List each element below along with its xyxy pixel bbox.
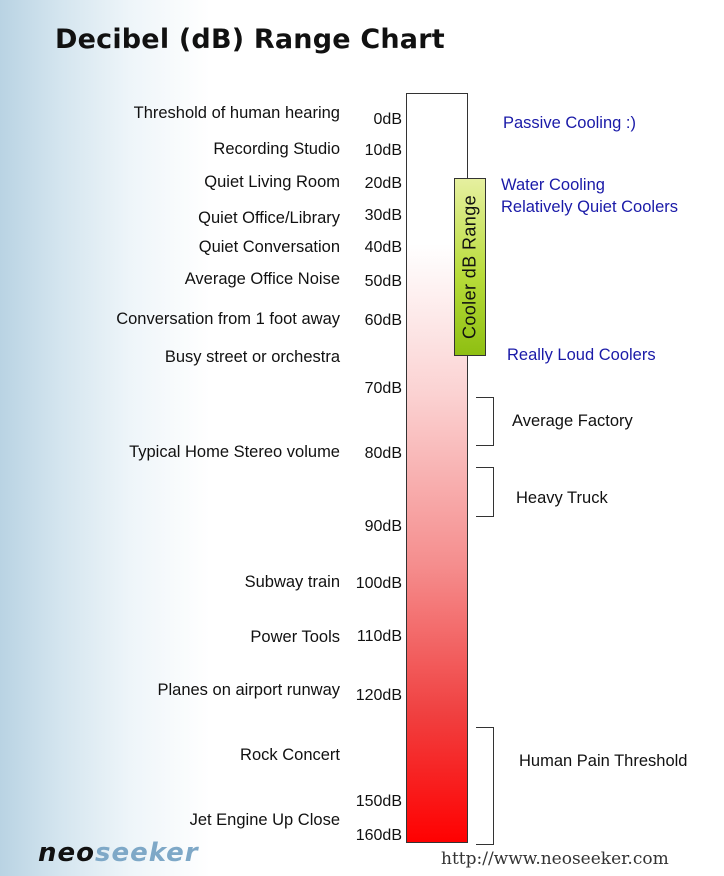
level-label: Threshold of human hearing [133, 104, 340, 122]
level-label: Quiet Living Room [204, 173, 340, 191]
db-value: 150dB [355, 793, 402, 810]
level-label: Average Office Noise [184, 270, 340, 288]
level-label: Busy street or orchestra [164, 348, 340, 366]
heavy-truck-label: Heavy Truck [516, 489, 608, 507]
level-label: Power Tools [250, 628, 340, 646]
level-label: Quiet Office/Library [198, 209, 340, 227]
db-value: 30dB [364, 207, 402, 224]
heavy-truck-bracket [476, 467, 494, 517]
level-label: Conversation from 1 foot away [116, 310, 340, 328]
level-label: Recording Studio [213, 140, 340, 158]
pain-threshold-bracket [476, 727, 494, 845]
level-label: Planes on airport runway [157, 681, 340, 699]
pain-threshold-label: Human Pain Threshold [519, 752, 688, 770]
level-label: Typical Home Stereo volume [129, 443, 340, 461]
cooler-range-label: Cooler dB Range [459, 194, 480, 340]
db-value: 100dB [355, 575, 402, 592]
cooler-range-box [454, 178, 486, 356]
quiet-coolers-label: Relatively Quiet Coolers [501, 198, 678, 216]
db-value: 10dB [364, 142, 402, 159]
db-value: 50dB [364, 273, 402, 290]
level-label: Rock Concert [240, 746, 340, 764]
chart-title: Decibel (dB) Range Chart [55, 24, 445, 55]
db-value: 80dB [364, 445, 402, 462]
db-value: 120dB [355, 687, 402, 704]
logo-part-seeker: seeker [95, 838, 199, 868]
db-value: 20dB [364, 175, 402, 192]
average-factory-bracket [476, 397, 494, 446]
db-value: 110dB [356, 628, 402, 645]
level-label: Quiet Conversation [198, 238, 340, 256]
passive-cooling-label: Passive Cooling :) [503, 114, 636, 132]
average-factory-label: Average Factory [512, 412, 633, 430]
site-url: http://www.neoseeker.com [441, 849, 669, 869]
db-value: 60dB [364, 312, 402, 329]
db-value: 160dB [355, 827, 402, 844]
db-value: 40dB [364, 239, 402, 256]
water-cooling-label: Water Cooling [501, 176, 605, 194]
logo-part-neo: neo [38, 838, 96, 868]
level-label: Jet Engine Up Close [189, 811, 340, 829]
db-value: 90dB [364, 518, 402, 535]
db-value: 0dB [373, 111, 402, 128]
neoseeker-logo: neoseeker [38, 838, 199, 868]
level-label: Subway train [244, 573, 340, 591]
db-value: 70dB [364, 380, 402, 397]
loud-coolers-label: Really Loud Coolers [507, 346, 656, 364]
